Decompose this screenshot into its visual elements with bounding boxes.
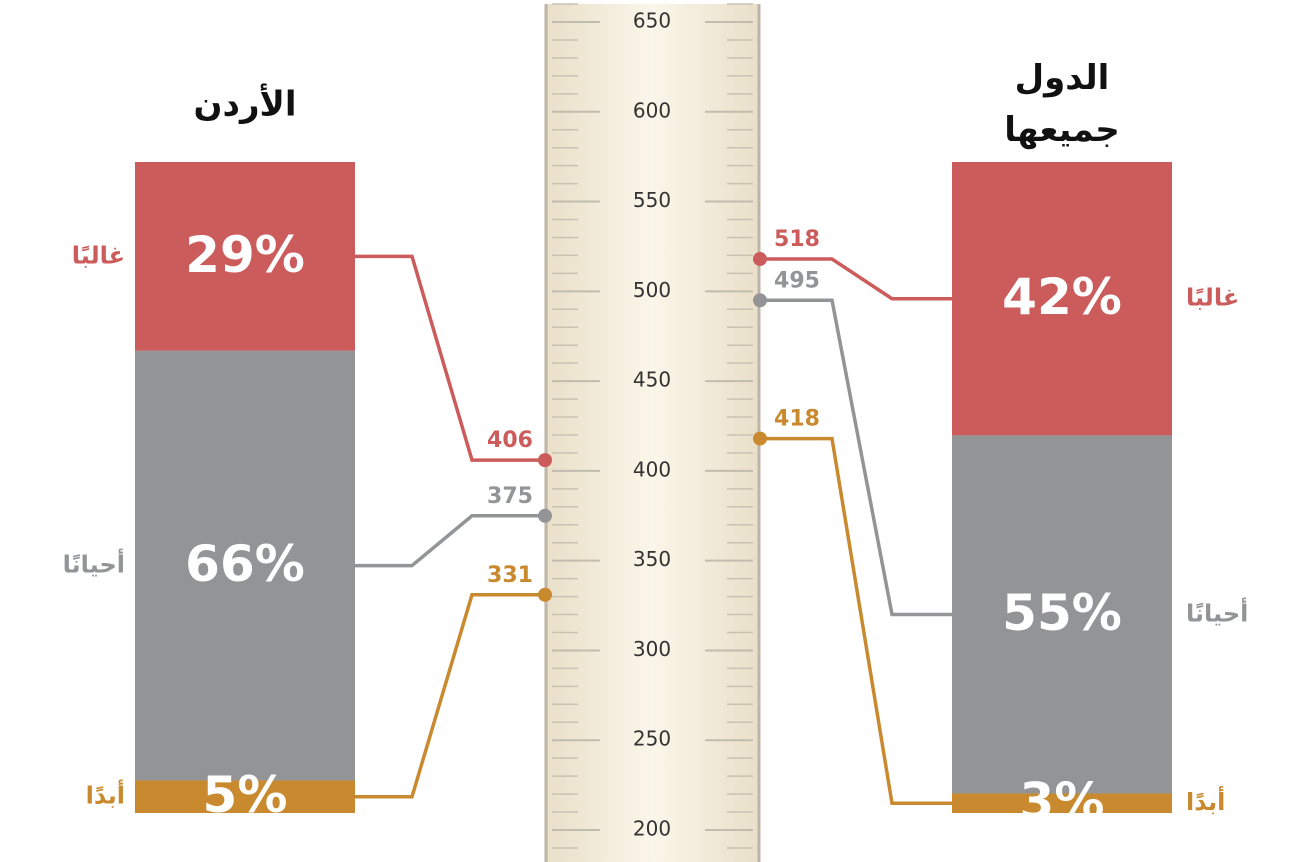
score-dot (538, 587, 552, 602)
value-label: 5% (203, 766, 288, 824)
y-tick-label: 650 (633, 9, 671, 33)
bar-segment (952, 793, 1172, 813)
y-tick-label: 350 (633, 547, 671, 571)
connector (355, 254, 545, 462)
score-label: 375 (487, 484, 533, 509)
bar-title: الدول جميعها (1004, 58, 1120, 150)
connector (760, 257, 952, 301)
score-label: 518 (774, 227, 820, 252)
score-label: 406 (487, 428, 533, 453)
value-label: 42% (1002, 268, 1122, 326)
category-label: أبدًا (1186, 786, 1225, 816)
y-tick-label: 500 (633, 278, 671, 302)
y-tick-label: 450 (633, 368, 671, 392)
connector (760, 436, 952, 805)
score-dot (753, 431, 767, 446)
score-dot (538, 508, 552, 523)
value-label: 3% (1020, 773, 1105, 831)
bar-segment (135, 780, 355, 813)
bar-segment (952, 162, 1172, 436)
score-label: 495 (774, 268, 820, 293)
category-label: أحيانًا (1186, 597, 1248, 627)
y-tick-label: 550 (633, 188, 671, 212)
bar-title: الأردن (193, 83, 296, 125)
score-dot (538, 453, 552, 468)
y-tick-label: 300 (633, 637, 671, 661)
y-tick-label: 400 (633, 457, 671, 481)
category-label: غالبًا (72, 241, 125, 269)
connector (760, 298, 952, 617)
score-dot (753, 252, 767, 267)
bar-segment (135, 350, 355, 781)
category-label: أحيانًا (63, 549, 125, 579)
score-label: 331 (487, 563, 533, 588)
y-tick-label: 250 (633, 727, 671, 751)
bar-segment (135, 162, 355, 351)
ruler (545, 4, 760, 862)
value-label: 66% (185, 535, 305, 593)
bar-segment (952, 435, 1172, 794)
y-tick-label: 600 (633, 98, 671, 122)
bar-title-box: الدول جميعها (1004, 58, 1120, 150)
connector (355, 514, 545, 568)
connector (355, 593, 545, 799)
value-label: 55% (1002, 584, 1122, 642)
score-label: 418 (774, 407, 820, 432)
score-dot (753, 293, 767, 308)
category-label: غالبًا (1186, 284, 1239, 312)
y-tick-label: 200 (633, 817, 671, 841)
value-label: 29% (185, 226, 305, 284)
category-label: أبدًا (86, 780, 125, 810)
